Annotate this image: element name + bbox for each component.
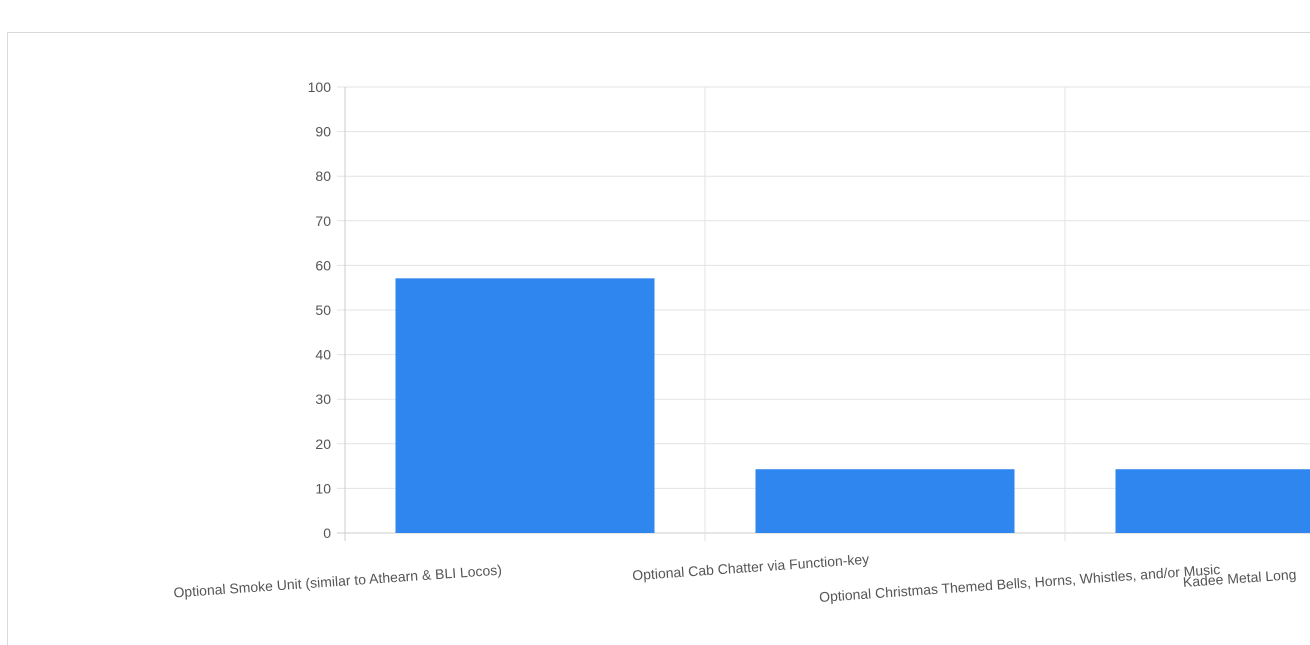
x-category-label: Optional Cab Chatter via Function-key <box>632 551 870 584</box>
axes <box>344 87 1066 541</box>
x-category-label: Optional Christmas Themed Bells, Horns, … <box>819 561 1221 605</box>
y-tick-label: 70 <box>315 213 331 229</box>
bar[interactable] <box>755 469 1015 533</box>
x-category-labels: Optional Smoke Unit (similar to Athearn … <box>173 551 1297 605</box>
x-category-label: Kadee Metal Long <box>1182 566 1296 590</box>
bar[interactable] <box>395 278 655 533</box>
y-tick-label: 0 <box>323 525 331 541</box>
y-tick-label: 80 <box>315 168 331 184</box>
y-tick-labels: 0 10 20 30 40 50 60 70 80 90 100 <box>308 79 332 541</box>
y-tick-label: 60 <box>315 257 331 273</box>
y-tick-label: 50 <box>315 302 331 318</box>
y-tick-label: 100 <box>308 79 332 95</box>
y-tick-label: 20 <box>315 436 331 452</box>
bar[interactable] <box>1115 469 1310 533</box>
bars <box>395 278 1310 533</box>
y-tick-label: 40 <box>315 347 331 363</box>
x-category-label: Optional Smoke Unit (similar to Athearn … <box>173 562 502 601</box>
y-tick-label: 10 <box>315 480 331 496</box>
y-tick-label: 30 <box>315 391 331 407</box>
y-tick-label: 90 <box>315 124 331 140</box>
chart-panel <box>7 32 1310 645</box>
